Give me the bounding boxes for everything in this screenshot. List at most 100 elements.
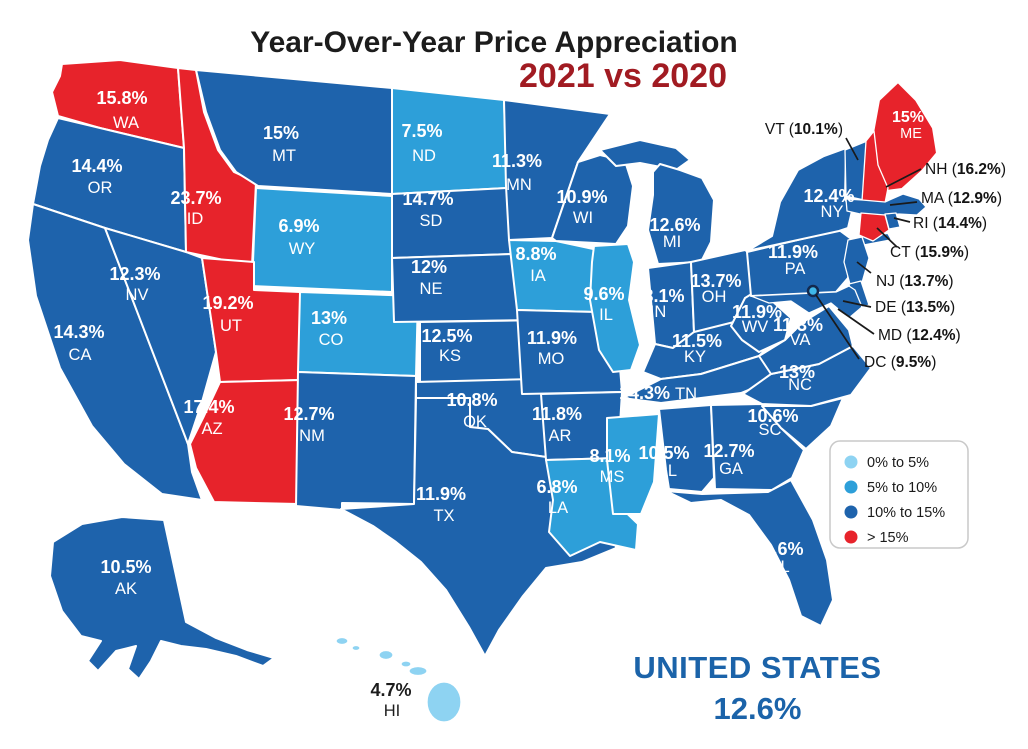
- state-in-value: 13.1%: [633, 286, 684, 306]
- state-ms-value: 8.1%: [589, 446, 630, 466]
- state-id-abbr: ID: [187, 210, 204, 228]
- state-tx-value: 11.9%: [416, 484, 466, 504]
- state-ut-value: 19.2%: [202, 293, 253, 313]
- state-va: [758, 305, 854, 375]
- state-hi: [335, 636, 349, 646]
- state-ne-abbr: NE: [420, 280, 443, 298]
- state-mo-abbr: MO: [538, 350, 565, 368]
- state-nv-abbr: NV: [126, 286, 149, 304]
- state-ut-abbr: UT: [220, 317, 242, 335]
- state-mt-value: 15%: [263, 123, 299, 143]
- page-subtitle: 2021 vs 2020: [519, 57, 727, 95]
- callout-label-de: DE (13.5%): [875, 299, 955, 316]
- state-ok-abbr: OK: [463, 413, 487, 431]
- state-ar-value: 11.8%: [532, 404, 582, 424]
- callout-line-de: [842, 300, 872, 308]
- callout-label-nj: NJ (13.7%): [876, 273, 954, 290]
- state-nd-value: 7.5%: [401, 121, 442, 141]
- state-nm-value: 12.7%: [283, 404, 334, 424]
- state-nd: [391, 87, 508, 195]
- state-hi-abbr: HI: [384, 702, 401, 720]
- state-mi: [647, 163, 715, 265]
- state-al-value: 10.5%: [638, 443, 689, 463]
- legend-label-3: > 15%: [867, 530, 909, 546]
- state-ks-abbr: KS: [439, 347, 461, 365]
- state-id-value: 23.7%: [170, 188, 221, 208]
- us-total-block: UNITED STATES 12.6%: [600, 650, 915, 727]
- callout-label-ri: RI (14.4%): [913, 215, 987, 232]
- state-az-abbr: AZ: [201, 420, 222, 438]
- callout-line-md: [837, 308, 875, 335]
- state-ok-value: 10.8%: [446, 390, 497, 410]
- callout-line-nh: [885, 168, 922, 188]
- state-va-value: 11.3%: [773, 315, 823, 335]
- legend-swatch->15: [844, 530, 858, 544]
- state-wa-abbr: WA: [113, 114, 139, 132]
- state-nm-abbr: NM: [299, 427, 325, 445]
- state-fl-abbr: FL: [770, 558, 789, 576]
- state-mi-abbr: MI: [663, 233, 681, 251]
- state-ca-value: 14.3%: [53, 322, 104, 342]
- state-nd-abbr: ND: [412, 147, 436, 165]
- state-nm: [295, 371, 417, 511]
- state-tn-label: 14.3% TN: [619, 383, 697, 403]
- legend-label-2: 10% to 15%: [867, 505, 945, 521]
- state-wy-abbr: WY: [289, 240, 316, 258]
- state-va-abbr: VA: [790, 331, 811, 349]
- state-shapes: [27, 59, 938, 723]
- state-wa-value: 15.8%: [96, 88, 147, 108]
- state-ne-value: 12%: [411, 257, 447, 277]
- state-me-abbr: ME: [900, 126, 922, 142]
- state-wy-value: 6.9%: [278, 216, 319, 236]
- state-la-value: 6.8%: [536, 477, 577, 497]
- us-total-value: 12.6%: [713, 691, 802, 726]
- legend-label-0: 0% to 5%: [867, 455, 929, 471]
- state-ak-value: 10.5%: [100, 557, 151, 577]
- legend-label-1: 5% to 10%: [867, 480, 937, 496]
- state-ky-abbr: KY: [684, 348, 706, 366]
- state-sc-value: 10.6%: [747, 406, 798, 426]
- state-ar-abbr: AR: [549, 427, 572, 445]
- state-pa-value: 11.9%: [768, 242, 818, 262]
- state-wy: [251, 187, 393, 293]
- state-me-value: 15%: [892, 109, 924, 126]
- state-nc-value: 13%: [779, 362, 815, 382]
- state-ms-abbr: MS: [600, 468, 625, 486]
- state-hi: [426, 681, 462, 723]
- callout-lines: [815, 137, 922, 360]
- state-ny: [746, 147, 853, 252]
- callout-label-vt: VT (10.1%): [765, 121, 843, 138]
- state-ia-value: 8.8%: [515, 244, 556, 264]
- state-hi: [378, 649, 394, 661]
- state-mi: [599, 139, 691, 171]
- state-oh-abbr: OH: [702, 288, 727, 306]
- state-ak: [49, 516, 275, 680]
- state-mn-value: 11.3%: [492, 151, 542, 171]
- state-oh-value: 13.7%: [690, 271, 741, 291]
- legend: 0% to 5% 5% to 10% 10% to 15% > 15%: [829, 440, 969, 549]
- state-labels: 15.8% WA 14.4% OR 14.3% CA 12.3% NV 23.7% ID 15% MT…: [53, 88, 1006, 720]
- state-fl: [665, 479, 834, 627]
- state-ga-abbr: GA: [719, 460, 743, 478]
- callout-line-ct: [876, 227, 898, 248]
- state-sd-abbr: SD: [420, 212, 443, 230]
- state-ks-value: 12.5%: [421, 326, 472, 346]
- state-md: [750, 285, 863, 319]
- state-ny-value: 12.4%: [803, 186, 854, 206]
- state-wv: [730, 289, 792, 353]
- state-sc-abbr: SC: [759, 421, 782, 439]
- callout-line-ri: [893, 217, 911, 223]
- dc-marker: [806, 284, 820, 298]
- us-total-label: UNITED STATES: [633, 650, 882, 685]
- state-mt-abbr: MT: [272, 147, 296, 165]
- callout-label-md: MD (12.4%): [878, 327, 961, 344]
- state-sd-value: 14.7%: [402, 189, 453, 209]
- state-mi-value: 12.6%: [649, 215, 700, 235]
- state-il-value: 9.6%: [583, 284, 624, 304]
- state-mo-value: 11.9%: [527, 328, 577, 348]
- state-co-abbr: CO: [319, 331, 344, 349]
- state-hi-value: 4.7%: [370, 680, 411, 700]
- state-il: [589, 243, 641, 373]
- state-hi: [351, 644, 361, 652]
